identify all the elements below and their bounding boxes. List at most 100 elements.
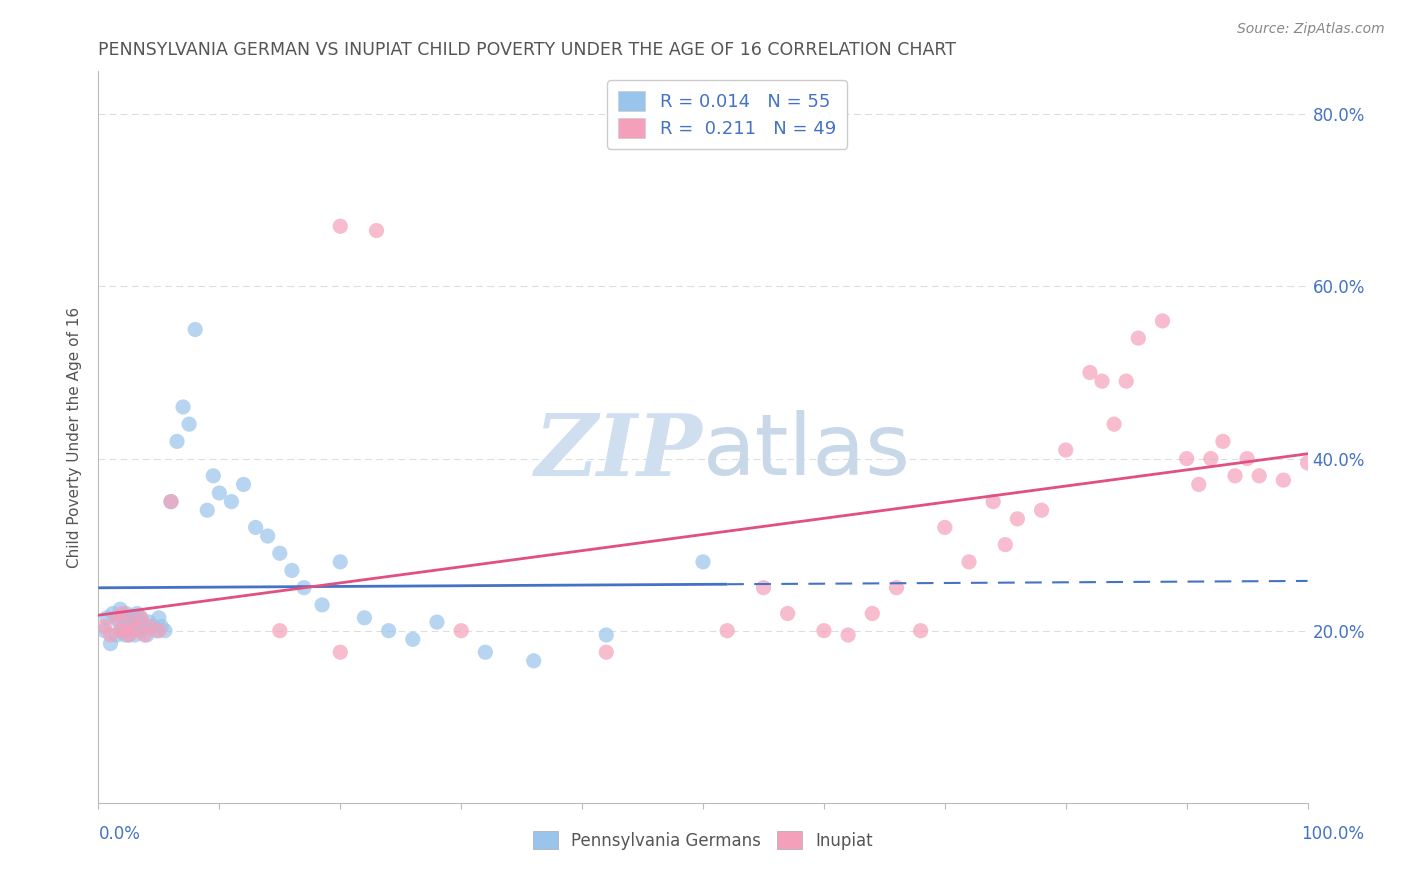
Point bbox=[124, 619, 146, 633]
Point bbox=[96, 611, 118, 625]
Point bbox=[813, 624, 835, 638]
Point bbox=[692, 555, 714, 569]
Point bbox=[377, 624, 399, 638]
Point bbox=[179, 417, 201, 432]
Point bbox=[353, 611, 375, 625]
Point bbox=[135, 628, 157, 642]
Point bbox=[221, 494, 243, 508]
Point bbox=[93, 619, 115, 633]
Point bbox=[1249, 468, 1271, 483]
Point bbox=[111, 607, 134, 621]
Point bbox=[1031, 503, 1053, 517]
Point bbox=[329, 219, 352, 234]
Point bbox=[148, 611, 170, 625]
Point bbox=[134, 628, 156, 642]
Point bbox=[860, 607, 883, 621]
Point bbox=[195, 503, 218, 517]
Point bbox=[329, 645, 352, 659]
Point bbox=[837, 628, 859, 642]
Point bbox=[366, 223, 388, 237]
Point bbox=[595, 645, 617, 659]
Text: ZIP: ZIP bbox=[536, 410, 703, 493]
Point bbox=[716, 624, 738, 638]
Point bbox=[1128, 331, 1150, 345]
Point bbox=[1115, 374, 1137, 388]
Point bbox=[994, 538, 1017, 552]
Point bbox=[138, 619, 160, 633]
Point bbox=[114, 624, 136, 638]
Point bbox=[138, 615, 160, 629]
Point bbox=[981, 494, 1004, 508]
Point bbox=[1078, 366, 1101, 380]
Point bbox=[1223, 468, 1246, 483]
Point bbox=[124, 624, 146, 638]
Point bbox=[153, 624, 176, 638]
Point bbox=[595, 628, 617, 642]
Point bbox=[208, 486, 231, 500]
Point bbox=[124, 628, 146, 642]
Point bbox=[121, 611, 143, 625]
Point bbox=[115, 607, 138, 621]
Point bbox=[129, 611, 152, 625]
Point bbox=[160, 494, 183, 508]
Point bbox=[752, 581, 775, 595]
Point bbox=[1102, 417, 1125, 432]
Point bbox=[134, 619, 156, 633]
Point bbox=[910, 624, 932, 638]
Point bbox=[1236, 451, 1258, 466]
Point bbox=[1296, 456, 1319, 470]
Point bbox=[245, 520, 267, 534]
Point bbox=[776, 607, 799, 621]
Point bbox=[108, 624, 131, 638]
Point bbox=[93, 624, 115, 638]
Text: atlas: atlas bbox=[703, 410, 911, 493]
Legend: Pennsylvania Germans, Inupiat: Pennsylvania Germans, Inupiat bbox=[526, 824, 880, 856]
Point bbox=[1152, 314, 1174, 328]
Point bbox=[523, 654, 546, 668]
Point bbox=[142, 619, 165, 633]
Point bbox=[118, 628, 141, 642]
Point bbox=[148, 624, 170, 638]
Point bbox=[120, 624, 142, 638]
Point bbox=[256, 529, 278, 543]
Point bbox=[127, 607, 149, 621]
Text: 0.0%: 0.0% bbox=[98, 825, 141, 843]
Point bbox=[121, 615, 143, 629]
Point bbox=[145, 624, 167, 638]
Point bbox=[1175, 451, 1198, 466]
Point bbox=[1212, 434, 1234, 449]
Point bbox=[1199, 451, 1222, 466]
Point bbox=[129, 611, 152, 625]
Point bbox=[269, 546, 291, 560]
Point bbox=[100, 637, 122, 651]
Point bbox=[1054, 442, 1077, 457]
Point bbox=[118, 628, 141, 642]
Point bbox=[202, 468, 225, 483]
Y-axis label: Child Poverty Under the Age of 16: Child Poverty Under the Age of 16 bbox=[67, 307, 83, 567]
Text: PENNSYLVANIA GERMAN VS INUPIAT CHILD POVERTY UNDER THE AGE OF 16 CORRELATION CHA: PENNSYLVANIA GERMAN VS INUPIAT CHILD POV… bbox=[98, 41, 956, 59]
Point bbox=[118, 615, 141, 629]
Text: 100.0%: 100.0% bbox=[1301, 825, 1364, 843]
Point bbox=[1188, 477, 1211, 491]
Point bbox=[172, 400, 194, 414]
Point bbox=[127, 615, 149, 629]
Point bbox=[1007, 512, 1029, 526]
Point bbox=[269, 624, 291, 638]
Point bbox=[232, 477, 254, 491]
Point bbox=[166, 434, 188, 449]
Point bbox=[108, 615, 131, 629]
Point bbox=[111, 624, 134, 638]
Point bbox=[129, 624, 152, 638]
Point bbox=[329, 555, 352, 569]
Point bbox=[100, 628, 122, 642]
Point bbox=[114, 619, 136, 633]
Point bbox=[886, 581, 908, 595]
Point bbox=[111, 611, 134, 625]
Text: Source: ZipAtlas.com: Source: ZipAtlas.com bbox=[1237, 22, 1385, 37]
Point bbox=[108, 602, 131, 616]
Point bbox=[957, 555, 980, 569]
Point bbox=[160, 494, 183, 508]
Point bbox=[105, 611, 128, 625]
Point bbox=[402, 632, 425, 647]
Point bbox=[105, 628, 128, 642]
